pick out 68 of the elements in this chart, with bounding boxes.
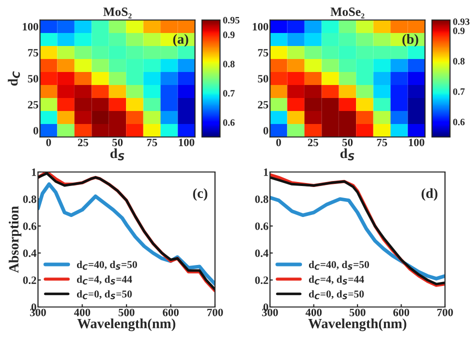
legend-label: d$_{C}$=4, d$_{S}$=44 xyxy=(308,275,364,285)
y-tick-label: 50 xyxy=(28,74,38,82)
legend-label: d$_{C}$=0, d$_{S}$=50 xyxy=(76,290,132,300)
x-tick-label: 300 xyxy=(30,308,46,316)
x-tick-label: 500 xyxy=(118,308,134,316)
x-axis-title: Wavelength(nm) xyxy=(77,318,176,332)
x-tick-label: 300 xyxy=(262,308,278,316)
annotation: (b) xyxy=(402,34,418,47)
color-bar-label: 0.8 xyxy=(223,60,235,68)
y-tick-label: 25 xyxy=(28,100,38,108)
annotation: (d) xyxy=(422,188,438,201)
color-bar-label: 0.9 xyxy=(453,28,465,34)
y-tick-label: 0.6 xyxy=(23,222,36,230)
color-bar-label: 0.8 xyxy=(453,58,465,65)
x-tick-label: 700 xyxy=(207,308,223,316)
legend-label: d$_{C}$=40, d$_{S}$=50 xyxy=(76,260,138,270)
y-tick-label: 1 xyxy=(264,168,268,176)
y-tick-label: 0.2 xyxy=(23,276,36,284)
x-axis-title: d$_{S}$ xyxy=(110,148,124,160)
y-tick-label: 25 xyxy=(258,100,268,108)
x-tick-label: 50 xyxy=(112,138,123,146)
y-tick-label: 75 xyxy=(258,49,268,56)
color-bar-label: 0.6 xyxy=(223,119,235,126)
color-bar-label: 0.7 xyxy=(453,88,465,95)
x-tick-label: 0 xyxy=(276,138,281,146)
color-bar-label: 0.6 xyxy=(453,118,465,126)
x-tick-label: 600 xyxy=(162,308,179,316)
x-tick-label: 500 xyxy=(350,308,366,316)
legend-label: d$_{C}$=40, d$_{S}$=50 xyxy=(308,260,370,270)
color-bar-label: 0.95 xyxy=(223,16,240,24)
y-tick-label: 0.4 xyxy=(255,249,268,258)
y-tick-label: 100 xyxy=(22,22,38,30)
y-tick-label: 0.8 xyxy=(255,195,268,204)
annotation: (a) xyxy=(173,34,188,47)
x-tick-label: 700 xyxy=(437,308,453,316)
x-tick-label: 600 xyxy=(393,308,410,316)
y-tick-label: 1 xyxy=(32,168,36,176)
y-tick-label: 0.6 xyxy=(255,222,268,230)
x-tick-label: 50 xyxy=(342,138,353,146)
y-tick-label: 0.8 xyxy=(23,195,36,204)
color-bar-label: 0.9 xyxy=(223,32,235,38)
legend-label: d$_{C}$=0, d$_{S}$=50 xyxy=(308,290,364,300)
x-axis-title: d$_{S}$ xyxy=(340,148,354,160)
x-tick-label: 75 xyxy=(377,138,388,146)
y-tick-label: 100 xyxy=(252,22,268,30)
y-axis-title: Absorption xyxy=(8,206,22,273)
x-tick-label: 0 xyxy=(46,138,51,146)
y-tick-label: 0 xyxy=(263,126,268,134)
color-bar-label: 0.93 xyxy=(453,18,470,26)
x-tick-label: 75 xyxy=(147,138,158,146)
x-tick-label: 100 xyxy=(408,138,424,146)
x-tick-label: 400 xyxy=(306,308,322,316)
x-tick-label: 400 xyxy=(74,308,90,316)
x-tick-label: 100 xyxy=(178,138,194,146)
x-tick-label: 25 xyxy=(308,138,318,146)
chart-title: MoS₂ xyxy=(103,8,132,18)
y-tick-label: 75 xyxy=(28,49,38,56)
y-tick-label: 50 xyxy=(258,74,268,82)
y-tick-label: 0.2 xyxy=(255,276,268,284)
chart-title: MoSe₂ xyxy=(330,8,364,18)
x-axis-title: Wavelength(nm) xyxy=(308,318,406,332)
color-bar-label: 0.7 xyxy=(223,90,235,97)
y-tick-label: 0.4 xyxy=(23,249,36,258)
annotation: (c) xyxy=(193,188,208,201)
y-tick-label: 0 xyxy=(33,126,38,134)
x-tick-label: 25 xyxy=(78,138,88,146)
y-axis-title: d$_{C}$ xyxy=(8,71,20,86)
legend-label: d$_{C}$=4, d$_{S}$=44 xyxy=(76,275,132,285)
